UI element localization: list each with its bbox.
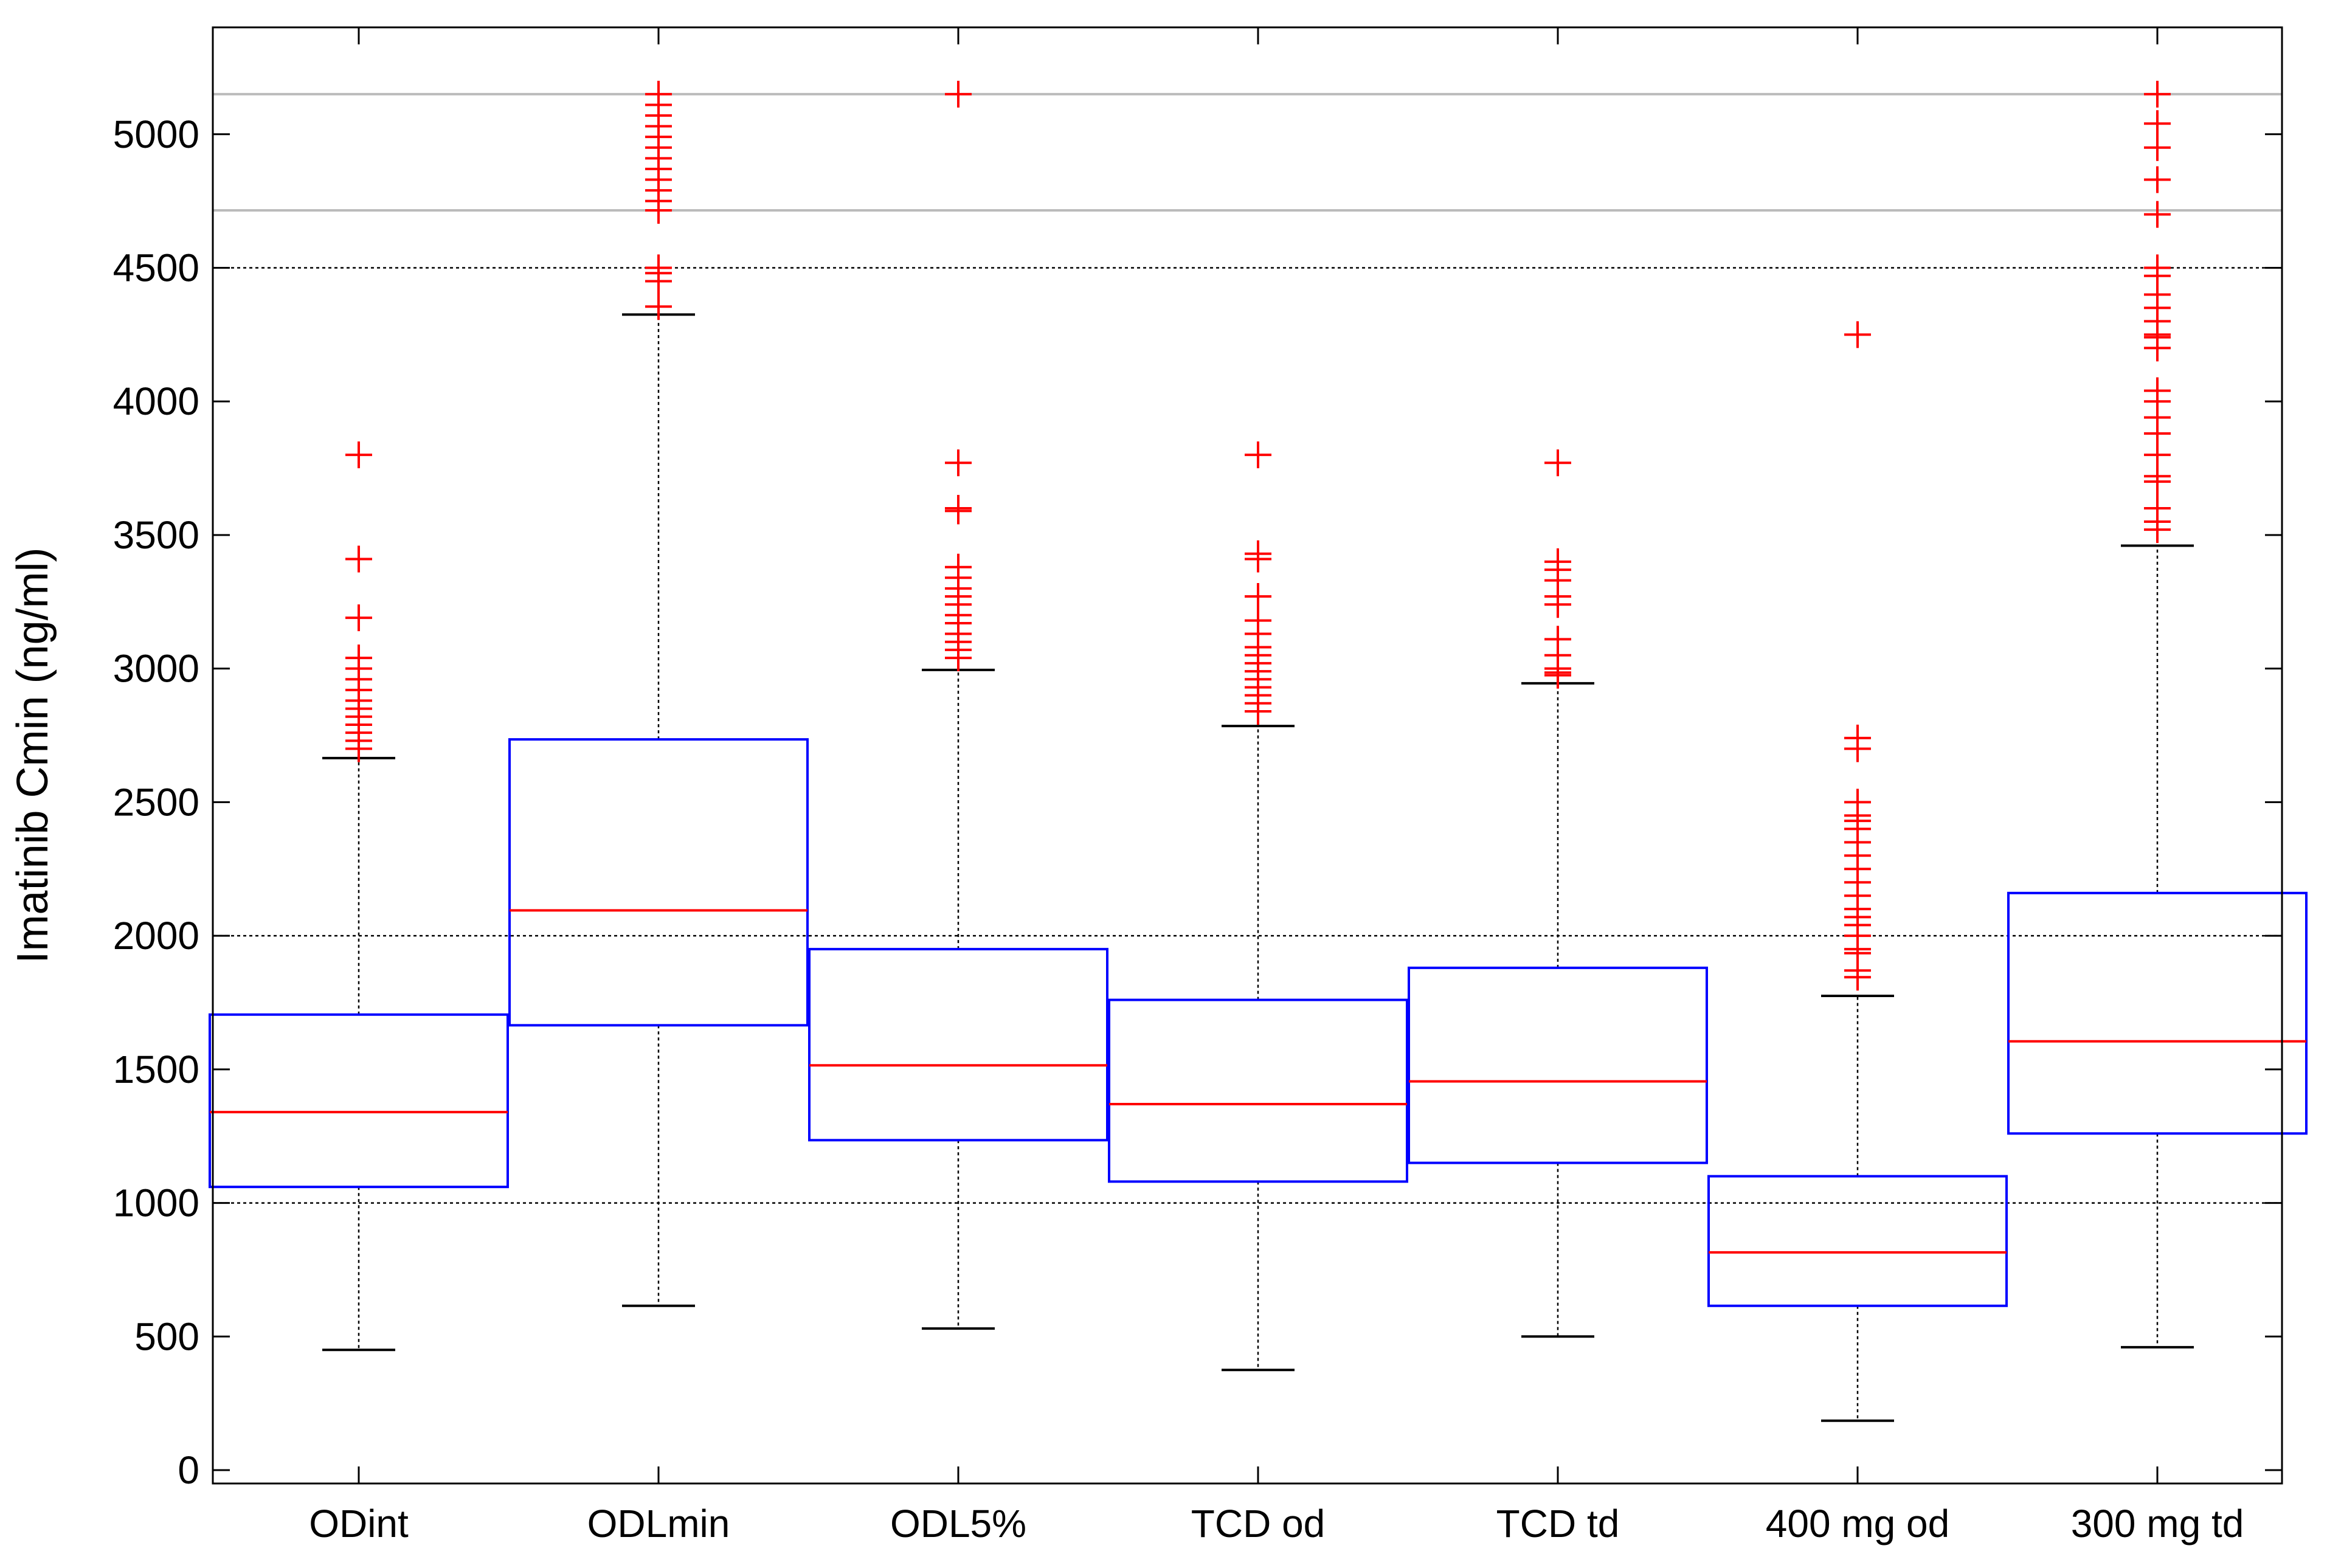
outlier-marker [1844, 321, 1871, 348]
box [1108, 998, 1408, 1183]
box [808, 948, 1108, 1142]
box [1408, 966, 1708, 1164]
outlier-marker [2144, 201, 2171, 228]
y-tick-label: 3000 [113, 647, 199, 691]
outlier-marker [345, 644, 372, 672]
outlier-marker [345, 441, 372, 469]
box-group [1408, 449, 1708, 1338]
x-tick-label: TCD od [1191, 1502, 1326, 1546]
outlier-marker [1245, 441, 1271, 469]
box [209, 1013, 509, 1189]
y-axis-title: Imatinib Cmin (ng/ml) [9, 547, 57, 963]
outlier-marker [2144, 134, 2171, 161]
outlier-marker [1544, 626, 1571, 653]
y-tick-label: 4000 [113, 379, 199, 423]
y-tick-label: 4500 [113, 246, 199, 290]
x-tick-label: ODL5% [890, 1502, 1026, 1546]
box-series [209, 80, 2308, 1422]
x-tick-label: TCD td [1496, 1502, 1620, 1546]
y-tick-label: 0 [178, 1448, 199, 1492]
outlier-marker [345, 545, 372, 573]
outlier-marker [345, 604, 372, 632]
outlier-marker [1844, 724, 1871, 751]
x-tick-label: 400 mg od [1766, 1502, 1949, 1546]
y-tick-label: 500 [134, 1314, 199, 1358]
outlier-marker [2144, 110, 2171, 137]
outlier-marker [2144, 377, 2171, 404]
outlier-marker [1245, 540, 1271, 567]
outlier-marker [645, 293, 672, 320]
x-tick-label: ODint [309, 1502, 409, 1546]
outlier-marker [945, 80, 972, 108]
box-group [1108, 441, 1408, 1372]
y-tick-label: 5000 [113, 112, 199, 156]
x-tick-label: ODLmin [587, 1502, 730, 1546]
plot-frame [212, 26, 2283, 1485]
outlier-marker [645, 80, 672, 108]
outlier-marker [1245, 583, 1271, 610]
outlier-marker [2144, 166, 2171, 193]
box [1707, 1175, 2008, 1307]
box-group [808, 80, 1108, 1330]
outlier-marker [1544, 548, 1571, 575]
reference-lines [213, 92, 2282, 1204]
outlier-marker [945, 449, 972, 477]
box-group [508, 80, 809, 1307]
box-group [2007, 80, 2308, 1349]
y-tick-label: 3500 [113, 513, 199, 557]
box [2007, 891, 2308, 1135]
box-group [209, 441, 509, 1352]
outlier-marker [1245, 607, 1271, 634]
y-tick-label: 1500 [113, 1048, 199, 1091]
outlier-marker [2144, 254, 2171, 281]
outlier-marker [2144, 495, 2171, 522]
y-tick-label: 2500 [113, 780, 199, 824]
y-tick-label: 1000 [113, 1181, 199, 1225]
outlier-marker [2144, 80, 2171, 108]
outlier-marker [1544, 449, 1571, 477]
box [508, 738, 809, 1027]
outlier-marker [945, 553, 972, 581]
box-group [1707, 321, 2008, 1422]
outlier-marker [645, 254, 672, 281]
y-axis: 0 500 1000 1500 2000 2500 3000 3500 4000 4500 5000 [113, 112, 2282, 1492]
y-tick-label: 2000 [113, 914, 199, 958]
x-axis: ODint ODLmin ODL5% TCD od TCD td 400 mg od 300… [309, 27, 2244, 1546]
x-tick-label: 300 mg td [2071, 1502, 2244, 1546]
outlier-marker [945, 495, 972, 522]
outlier-marker [1844, 789, 1871, 816]
